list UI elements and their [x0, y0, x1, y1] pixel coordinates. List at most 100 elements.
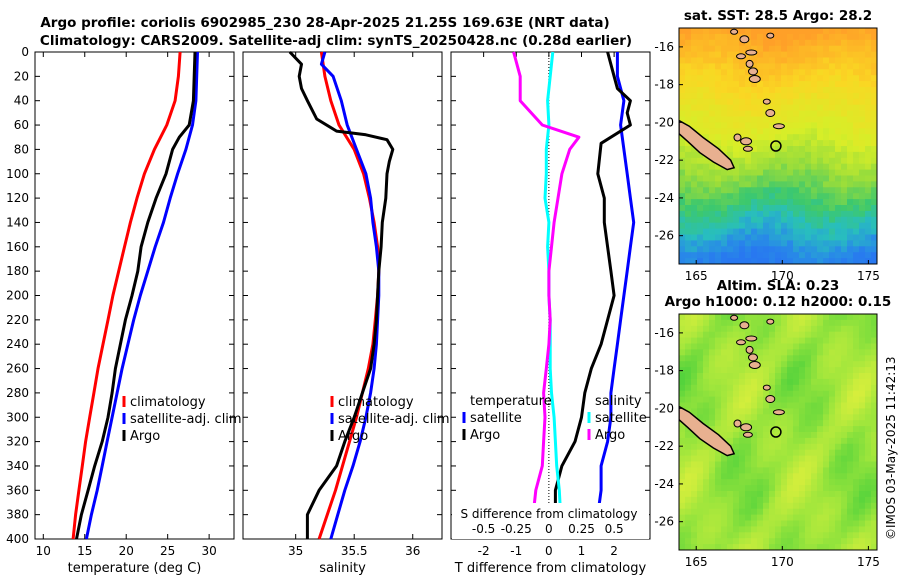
- y-tick-label: -24: [654, 191, 674, 205]
- map-cell: [817, 110, 824, 118]
- map-cell: [823, 420, 830, 427]
- map-cell: [841, 496, 848, 504]
- map-cell: [721, 373, 728, 380]
- map-cell: [715, 39, 722, 47]
- map-cell: [841, 193, 848, 200]
- map-cell: [835, 216, 842, 224]
- map-cell: [763, 81, 770, 88]
- map-cell: [871, 367, 877, 374]
- map-cell: [709, 199, 716, 206]
- map-cell: [709, 479, 716, 486]
- map-cell: [847, 455, 854, 463]
- map-cell: [709, 384, 716, 392]
- map-cell: [739, 187, 746, 194]
- map-cell: [715, 491, 722, 498]
- map-cell: [733, 69, 740, 76]
- map-cell: [709, 544, 716, 550]
- map-cell: [763, 216, 770, 224]
- map-cell: [781, 390, 788, 398]
- map-cell: [679, 246, 686, 253]
- map-cell: [865, 146, 872, 153]
- map-cell: [865, 479, 872, 486]
- map-cell: [745, 222, 752, 230]
- map-cell: [745, 437, 752, 445]
- map-cell: [733, 349, 740, 356]
- map-cell: [817, 367, 824, 374]
- map-cell: [703, 110, 710, 118]
- map-cell: [721, 228, 728, 236]
- map-cell: [721, 169, 728, 177]
- map-cell: [733, 502, 740, 510]
- map-cell: [799, 98, 806, 106]
- map-cell: [865, 467, 872, 474]
- map-cell: [697, 544, 704, 550]
- map-cell: [865, 246, 872, 253]
- map-cell: [787, 45, 794, 53]
- map-cell: [817, 514, 824, 522]
- map-cell: [817, 319, 824, 327]
- map-cell: [817, 432, 824, 439]
- map-cell: [829, 532, 836, 539]
- map-cell: [865, 443, 872, 451]
- map-cell: [715, 373, 722, 380]
- map-cell: [853, 28, 860, 35]
- map-cell: [691, 337, 698, 345]
- map-cell: [787, 502, 794, 510]
- map-cell: [727, 414, 734, 421]
- map-cell: [733, 390, 740, 398]
- map-cell: [715, 92, 722, 100]
- x-tick-label: -1: [510, 544, 522, 558]
- map-cell: [799, 402, 806, 409]
- map-cell: [763, 199, 770, 206]
- map-cell: [703, 240, 710, 247]
- map-cell: [817, 331, 824, 339]
- map-cell: [709, 45, 716, 53]
- map-cell: [775, 461, 782, 468]
- map-cell: [697, 216, 704, 224]
- map-cell: [859, 520, 866, 527]
- map-cell: [853, 45, 860, 53]
- map-cell: [799, 216, 806, 224]
- map-cell: [871, 349, 877, 356]
- map-cell: [841, 175, 848, 182]
- map-cell: [733, 228, 740, 236]
- map-cell: [871, 81, 877, 88]
- map-cell: [685, 343, 692, 350]
- map-cell: [817, 92, 824, 100]
- map-cell: [829, 87, 836, 94]
- map-cell: [799, 63, 806, 70]
- map-cell: [757, 81, 764, 88]
- map-cell: [751, 116, 758, 123]
- map-cell: [853, 81, 860, 88]
- map-cell: [781, 33, 788, 41]
- map-cell: [853, 331, 860, 339]
- map-cell: [847, 432, 854, 439]
- map-cell: [835, 532, 842, 539]
- map-cell: [865, 110, 872, 118]
- map-cell: [703, 319, 710, 327]
- map-cell: [835, 420, 842, 427]
- map-cell: [715, 325, 722, 333]
- map-cell: [763, 402, 770, 409]
- map-cell: [829, 81, 836, 88]
- map-cell: [721, 205, 728, 212]
- map-cell: [829, 199, 836, 206]
- map-cell: [691, 240, 698, 247]
- map-cell: [793, 402, 800, 409]
- top-x-tick-label: 0.25: [568, 522, 595, 536]
- map-cell: [751, 45, 758, 53]
- map-cell: [709, 205, 716, 212]
- map-cell: [823, 116, 830, 123]
- map-cell: [817, 216, 824, 224]
- map-cell: [859, 205, 866, 212]
- map-cell: [799, 337, 806, 345]
- map-cell: [871, 252, 877, 259]
- map-cell: [799, 128, 806, 135]
- map-cell: [829, 252, 836, 259]
- map-cell: [787, 116, 794, 123]
- map-cell: [757, 169, 764, 177]
- map-cell: [685, 140, 692, 147]
- map-cell: [811, 57, 818, 64]
- map-cell: [685, 544, 692, 550]
- map-cell: [829, 110, 836, 118]
